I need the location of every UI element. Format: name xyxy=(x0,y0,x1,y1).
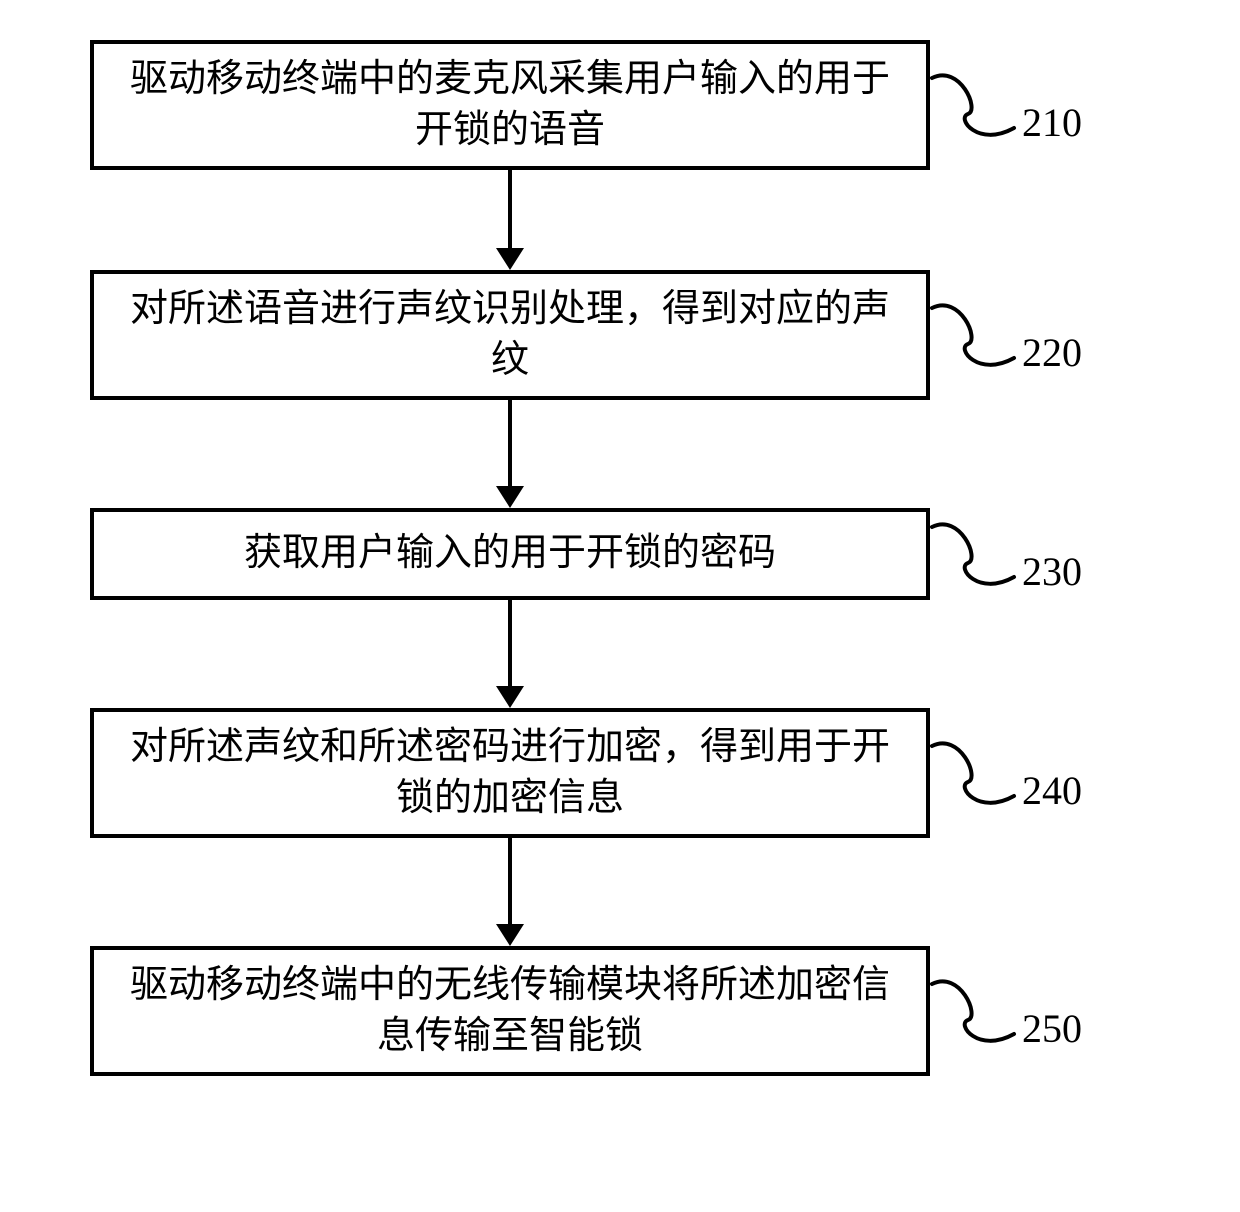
step-text: 驱动移动终端中的无线传输模块将所述加密信息传输至智能锁 xyxy=(124,960,896,1063)
arrow-down-icon xyxy=(490,838,530,946)
step-box: 对所述语音进行声纹识别处理，得到对应的声纹 xyxy=(90,270,930,400)
arrow-down-icon xyxy=(490,600,530,708)
squiggle-icon xyxy=(930,976,1020,1046)
connector: 240 xyxy=(930,708,1150,838)
step-label: 240 xyxy=(1022,767,1082,814)
squiggle-icon xyxy=(930,738,1020,808)
arrow-down xyxy=(90,170,930,270)
arrow-down-icon xyxy=(490,400,530,508)
flow-step-2: 对所述语音进行声纹识别处理，得到对应的声纹 220 xyxy=(90,270,1150,400)
flow-step-1: 驱动移动终端中的麦克风采集用户输入的用于开锁的语音 210 xyxy=(90,40,1150,170)
step-text: 获取用户输入的用于开锁的密码 xyxy=(244,528,776,579)
flowchart: 驱动移动终端中的麦克风采集用户输入的用于开锁的语音 210 对所述语音进行声纹识别处… xyxy=(90,40,1150,1076)
flow-step-3: 获取用户输入的用于开锁的密码 230 xyxy=(90,508,1150,600)
flow-step-4: 对所述声纹和所述密码进行加密，得到用于开锁的加密信息 240 xyxy=(90,708,1150,838)
arrow-down xyxy=(90,400,930,508)
step-label: 250 xyxy=(1022,1005,1082,1052)
step-box: 驱动移动终端中的无线传输模块将所述加密信息传输至智能锁 xyxy=(90,946,930,1076)
arrow-down xyxy=(90,838,930,946)
connector: 220 xyxy=(930,270,1150,400)
connector: 210 xyxy=(930,40,1150,170)
arrow-down-icon xyxy=(490,170,530,270)
connector: 230 xyxy=(930,508,1150,600)
step-text: 驱动移动终端中的麦克风采集用户输入的用于开锁的语音 xyxy=(124,54,896,157)
squiggle-icon xyxy=(930,300,1020,370)
step-box: 获取用户输入的用于开锁的密码 xyxy=(90,508,930,600)
step-label: 230 xyxy=(1022,548,1082,595)
step-box: 对所述声纹和所述密码进行加密，得到用于开锁的加密信息 xyxy=(90,708,930,838)
step-text: 对所述声纹和所述密码进行加密，得到用于开锁的加密信息 xyxy=(124,722,896,825)
squiggle-icon xyxy=(930,70,1020,140)
flow-step-5: 驱动移动终端中的无线传输模块将所述加密信息传输至智能锁 250 xyxy=(90,946,1150,1076)
connector: 250 xyxy=(930,946,1150,1076)
step-label: 210 xyxy=(1022,99,1082,146)
step-box: 驱动移动终端中的麦克风采集用户输入的用于开锁的语音 xyxy=(90,40,930,170)
squiggle-icon xyxy=(930,519,1020,589)
arrow-down xyxy=(90,600,930,708)
step-label: 220 xyxy=(1022,329,1082,376)
step-text: 对所述语音进行声纹识别处理，得到对应的声纹 xyxy=(124,284,896,387)
